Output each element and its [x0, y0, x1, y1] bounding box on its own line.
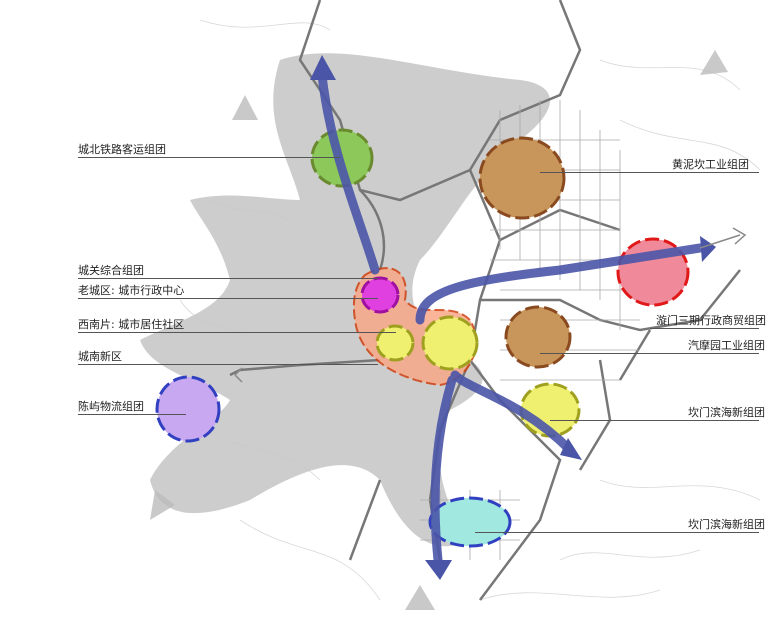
leader-line: [78, 157, 340, 158]
label-xuanmen: 漩门三期行政商贸组团: [656, 314, 766, 327]
grey-growth-arrows: [150, 50, 728, 610]
cluster-qimoyuan-industrial: [504, 305, 572, 369]
axis-arrowheads: [310, 55, 716, 580]
leader-line: [540, 353, 759, 354]
cluster-chengguan: [421, 315, 479, 371]
label-chengguan: 城关综合组团: [78, 264, 144, 277]
leader-line: [550, 420, 759, 421]
cluster-chenyu-logistics: [155, 375, 221, 443]
label-huangnikan: 黄泥坎工业组团: [672, 158, 749, 171]
label-chengbei-rail: 城北铁路客运组团: [78, 143, 166, 156]
land-mass: [140, 53, 550, 547]
label-chenyu: 陈屿物流组团: [78, 400, 144, 413]
leader-line: [78, 298, 378, 299]
leader-line: [78, 364, 378, 365]
label-old-city: 老城区: 城市行政中心: [78, 284, 185, 297]
clusters: [155, 128, 690, 548]
label-kanmen-north: 坎门滨海新组团: [688, 406, 765, 419]
label-qimoyuan: 汽摩园工业组团: [688, 339, 765, 352]
label-chengnan: 城南新区: [78, 350, 122, 363]
label-kanmen-south: 坎门滨海新组团: [688, 518, 765, 531]
development-axes: [317, 70, 705, 565]
cluster-old-city: [360, 276, 400, 314]
cluster-huangnikan-industrial: [478, 136, 566, 220]
leader-line: [78, 414, 186, 415]
leader-line: [540, 172, 759, 173]
cluster-southwest-residential: [375, 324, 415, 362]
leader-line: [78, 332, 396, 333]
grey-axis-lines: [234, 227, 747, 383]
cluster-kanmen-coastal-south: [428, 496, 512, 548]
label-southwest: 西南片: 城市居住社区: [78, 318, 185, 331]
leader-line: [650, 328, 759, 329]
leader-line: [78, 278, 378, 279]
leader-line: [475, 532, 759, 533]
